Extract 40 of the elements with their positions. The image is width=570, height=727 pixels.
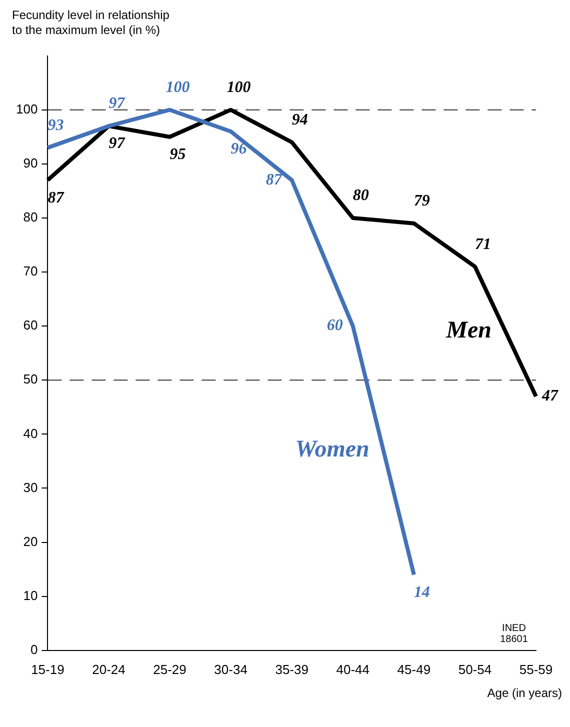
y-tick-label: 60: [23, 318, 38, 333]
x-tick-label: 45-49: [397, 662, 431, 677]
y-tick-label: 90: [23, 155, 38, 170]
data-label: 47: [541, 387, 559, 404]
data-label: 95: [170, 146, 186, 164]
y-tick-label: 10: [23, 588, 38, 603]
y-tick-label: 70: [23, 264, 38, 279]
x-tick-label: 35-39: [275, 662, 308, 677]
y-tick-label: 0: [30, 642, 38, 657]
x-axis-title: Age (in years): [486, 686, 562, 700]
series-label: Men: [445, 318, 492, 344]
data-label: 79: [414, 192, 430, 210]
data-label: 80: [352, 187, 369, 204]
data-label: 100: [166, 78, 190, 96]
y-tick-label: 50: [23, 372, 38, 387]
data-label: 87: [48, 189, 65, 206]
series-label: Women: [295, 436, 370, 463]
y-tick-label: 40: [23, 426, 38, 441]
data-label: 87: [266, 171, 283, 188]
data-label: 60: [326, 317, 343, 334]
y-axis-title: Fecundity level in relationship to the maximum level (in %): [12, 8, 170, 39]
x-tick-label: 20-24: [92, 662, 126, 677]
x-tick-label: 55-59: [519, 662, 553, 677]
x-tick-label: 25-29: [153, 662, 186, 677]
data-label: 93: [48, 116, 64, 134]
data-label: 100: [226, 78, 251, 96]
y-tick-label: 100: [16, 101, 38, 116]
data-label: 71: [474, 236, 491, 253]
x-tick-label: 40-44: [336, 662, 370, 677]
x-tick-label: 15-19: [31, 662, 64, 677]
data-label: 97: [108, 135, 126, 152]
y-tick-label: 30: [23, 480, 38, 495]
data-label: 14: [414, 584, 430, 601]
y-tick-label: 80: [23, 210, 38, 225]
annotation: INED 18601: [500, 623, 528, 646]
data-label: 94: [292, 111, 308, 128]
x-tick-label: 30-34: [214, 662, 248, 677]
y-tick-label: 20: [23, 534, 38, 549]
x-tick-label: 50-54: [458, 662, 492, 677]
data-label: 97: [108, 95, 126, 112]
